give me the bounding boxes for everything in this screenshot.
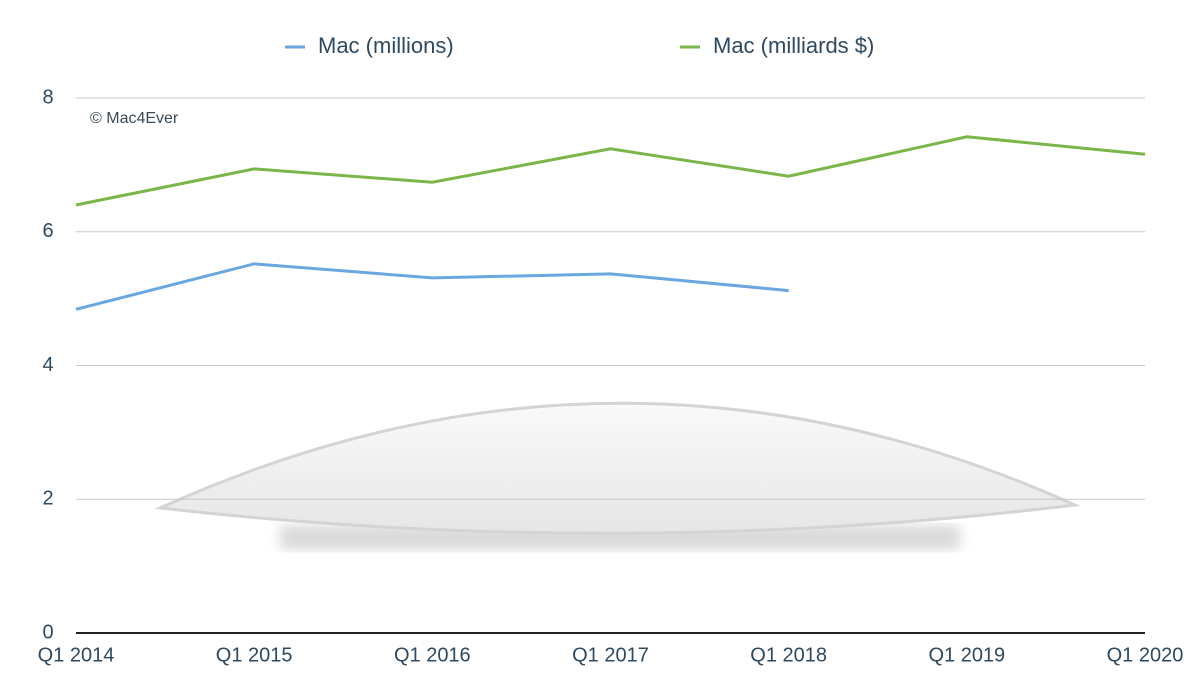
- x-tick-label: Q1 2015: [216, 644, 293, 666]
- series-line: [75, 135, 1146, 207]
- background-image: [154, 401, 1081, 550]
- x-tick-label: Q1 2017: [572, 644, 649, 666]
- legend-label: Mac (millions): [318, 33, 454, 58]
- x-tick-label: Q1 2019: [928, 644, 1005, 666]
- legend-label: Mac (milliards $): [713, 33, 874, 58]
- y-tick-label: 8: [42, 86, 53, 108]
- x-tick-label: Q1 2018: [750, 644, 827, 666]
- y-tick-label: 4: [42, 354, 53, 376]
- y-tick-label: 0: [42, 621, 53, 643]
- annotation: © Mac4Ever: [90, 110, 179, 127]
- y-tick-label: 2: [42, 488, 53, 510]
- x-tick-label: Q1 2016: [394, 644, 471, 666]
- series-line: [75, 262, 789, 311]
- y-tick-label: 6: [42, 220, 53, 242]
- x-tick-label: Q1 2020: [1107, 644, 1184, 666]
- x-tick-label: Q1 2014: [38, 644, 115, 666]
